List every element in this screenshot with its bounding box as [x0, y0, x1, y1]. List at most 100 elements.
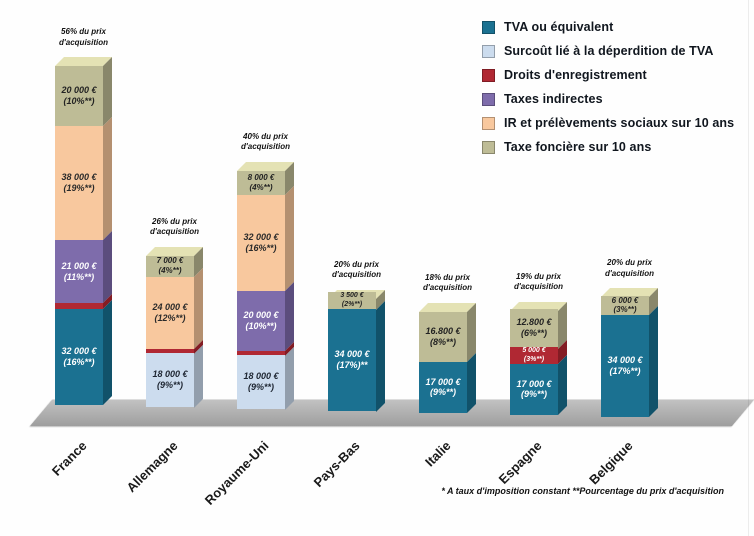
legend-item: Droits d'enregistrement — [482, 68, 734, 82]
segment-france-droits-enregistrement — [55, 303, 103, 309]
bar-italie: 17 000 € (9%**) 16.800 € (8%**) — [419, 311, 467, 413]
segment-royaume-uni-ir-prelevements: 32 000 € (16%**) — [237, 194, 285, 291]
segment-value-line: (2%**) — [341, 300, 363, 308]
bar-header-pays-bas: 20% du prix d'acquisition — [302, 260, 411, 282]
segment-value-line: (9%**) — [156, 380, 183, 390]
segment-value-line: 20 000 € — [61, 85, 97, 96]
scan-edge-artifact — [748, 0, 749, 536]
legend-label: Taxe foncière sur 10 ans — [504, 140, 652, 154]
legend-swatch-droits-enregistrement — [482, 68, 495, 82]
bar-header-line: 19% du prix — [516, 271, 561, 281]
segment-france-tva: 32 000 € (16%**) — [55, 309, 103, 405]
segment-side — [376, 300, 385, 411]
legend-swatch-surcout-tva — [482, 44, 495, 58]
segment-value-line: 32 000 € — [61, 346, 97, 357]
segment-value-line: (3%**) — [613, 305, 637, 315]
axis-label-allemagne: Allemagne — [123, 438, 181, 496]
segment-value-line: 17 000 € — [425, 376, 461, 387]
segment-value-line: 21 000 € — [61, 260, 97, 271]
axis-label-france: France — [48, 438, 90, 479]
bar-header-france: 56% du prix d'acquisition — [29, 27, 138, 49]
legend-label: Surcoût lié à la déperdition de TVA — [504, 44, 714, 58]
segment-value-line: 16.800 € — [425, 325, 461, 336]
segment-value-line: (9%**) — [520, 389, 547, 400]
legend-item: IR et prélèvements sociaux sur 10 ans — [482, 116, 734, 130]
bar-side-face-royaume-uni — [285, 161, 294, 409]
segment-italie-tva: 17 000 € (9%**) — [419, 361, 467, 413]
bar-header-line: 18% du prix — [425, 272, 470, 282]
segment-pays-bas-taxe-fonciere: 3 500 € (2%**) — [328, 292, 376, 309]
bar-header-line: d'acquisition — [604, 268, 654, 278]
segment-side — [558, 354, 567, 415]
legend-swatch-ir-prelevements — [482, 116, 495, 130]
segment-allemagne-surcout-tva: 18 000 € (9%**) — [146, 353, 194, 407]
segment-side — [103, 57, 112, 126]
segment-value-line: 7 000 € — [156, 256, 184, 266]
segment-france-taxes-indirectes: 21 000 € (11%**) — [55, 240, 103, 303]
segment-value-line: (6%**) — [520, 328, 547, 338]
segment-allemagne-droits-enregistrement — [146, 348, 194, 353]
legend-label: Droits d'enregistrement — [504, 68, 647, 82]
segment-value-line: 24 000 € — [152, 301, 188, 312]
legend-item: TVA ou équivalent — [482, 20, 734, 34]
bar-header-line: d'acquisition — [240, 142, 290, 152]
bar-side-face-allemagne — [194, 246, 203, 407]
axis-label-italie: Italie — [422, 438, 454, 470]
segment-value-line: (12%**) — [154, 312, 186, 323]
bar-header-italie: 18% du prix d'acquisition — [393, 273, 502, 295]
segment-espagne-tva: 17 000 € (9%**) — [510, 363, 558, 415]
bar-header-line: 40% du prix — [243, 131, 288, 141]
segment-royaume-uni-taxes-indirectes: 20 000 € (10%**) — [237, 290, 285, 351]
legend-swatch-tva — [482, 20, 495, 34]
bar-header-line: d'acquisition — [331, 270, 381, 280]
segment-value-line: 18 000 € — [243, 371, 279, 382]
bar-side-face-pays-bas — [376, 289, 385, 411]
segment-value-line: (10%**) — [63, 96, 95, 106]
segment-side — [194, 267, 203, 349]
segment-espagne-taxe-fonciere: 12.800 € (6%**) — [510, 308, 558, 348]
segment-value-line: (17%)** — [336, 360, 368, 370]
segment-side — [194, 344, 203, 407]
segment-value-line: (19%**) — [63, 183, 95, 193]
axis-label-espagne: Espagne — [495, 438, 545, 487]
segment-royaume-uni-droits-enregistrement — [237, 350, 285, 355]
segment-value-line: 38 000 € — [61, 172, 97, 183]
bar-side-face-belgique — [649, 288, 658, 417]
segment-value-line: (11%**) — [63, 271, 95, 282]
segment-value-line: 17 000 € — [516, 378, 552, 389]
axis-label-royaume-uni: Royaume-Uni — [201, 438, 272, 508]
segment-royaume-uni-surcout-tva: 18 000 € (9%**) — [237, 355, 285, 409]
legend-item: Surcoût lié à la déperdition de TVA — [482, 44, 734, 58]
segment-value-line: 34 000 € — [607, 355, 643, 366]
legend-item: Taxe foncière sur 10 ans — [482, 140, 734, 154]
segment-side — [285, 185, 294, 291]
legend-label: Taxes indirectes — [504, 92, 603, 106]
segment-value-line: 34 000 € — [334, 349, 370, 360]
segment-belgique-tva: 34 000 € (17%**) — [601, 315, 649, 417]
segment-value-line: (4%**) — [158, 266, 182, 275]
segment-value-line: 32 000 € — [243, 231, 279, 242]
legend-label: IR et prélèvements sociaux sur 10 ans — [504, 116, 735, 130]
bar-header-line: d'acquisition — [513, 282, 563, 292]
bar-espagne: 17 000 € (9%**) 5 000 € (3%**) 12.800 € (6%**… — [510, 308, 558, 415]
bar-header-espagne: 19% du prix d'acquisition — [484, 272, 593, 294]
segment-espagne-droits-enregistrement: 5 000 € (3%**) — [510, 347, 558, 364]
bar-side-face-france — [103, 57, 112, 405]
segment-france-taxe-fonciere: 20 000 € (10%**) — [55, 66, 103, 126]
segment-belgique-taxe-fonciere: 6 000 € (3%**) — [601, 295, 649, 315]
bar-pays-bas: 34 000 € (17%)** 3 500 € (2%**) — [328, 292, 376, 411]
legend-label: TVA ou équivalent — [504, 20, 614, 34]
segment-value-line: 6 000 € — [611, 295, 639, 305]
segment-allemagne-ir-prelevements: 24 000 € (12%**) — [146, 276, 194, 349]
segment-france-ir-prelevements: 38 000 € (19%**) — [55, 126, 103, 240]
segment-value-line: (9%**) — [429, 387, 456, 398]
bar-header-allemagne: 26% du prix d'acquisition — [120, 217, 229, 239]
segment-value-line: (8%**) — [429, 336, 456, 347]
bar-header-line: d'acquisition — [422, 283, 472, 293]
segment-value-line: 8 000 € — [247, 172, 275, 182]
segment-value-line: 12.800 € — [516, 317, 552, 328]
segment-side — [467, 352, 476, 413]
segment-side — [285, 346, 294, 409]
segment-value-line: 5 000 € — [522, 347, 546, 355]
